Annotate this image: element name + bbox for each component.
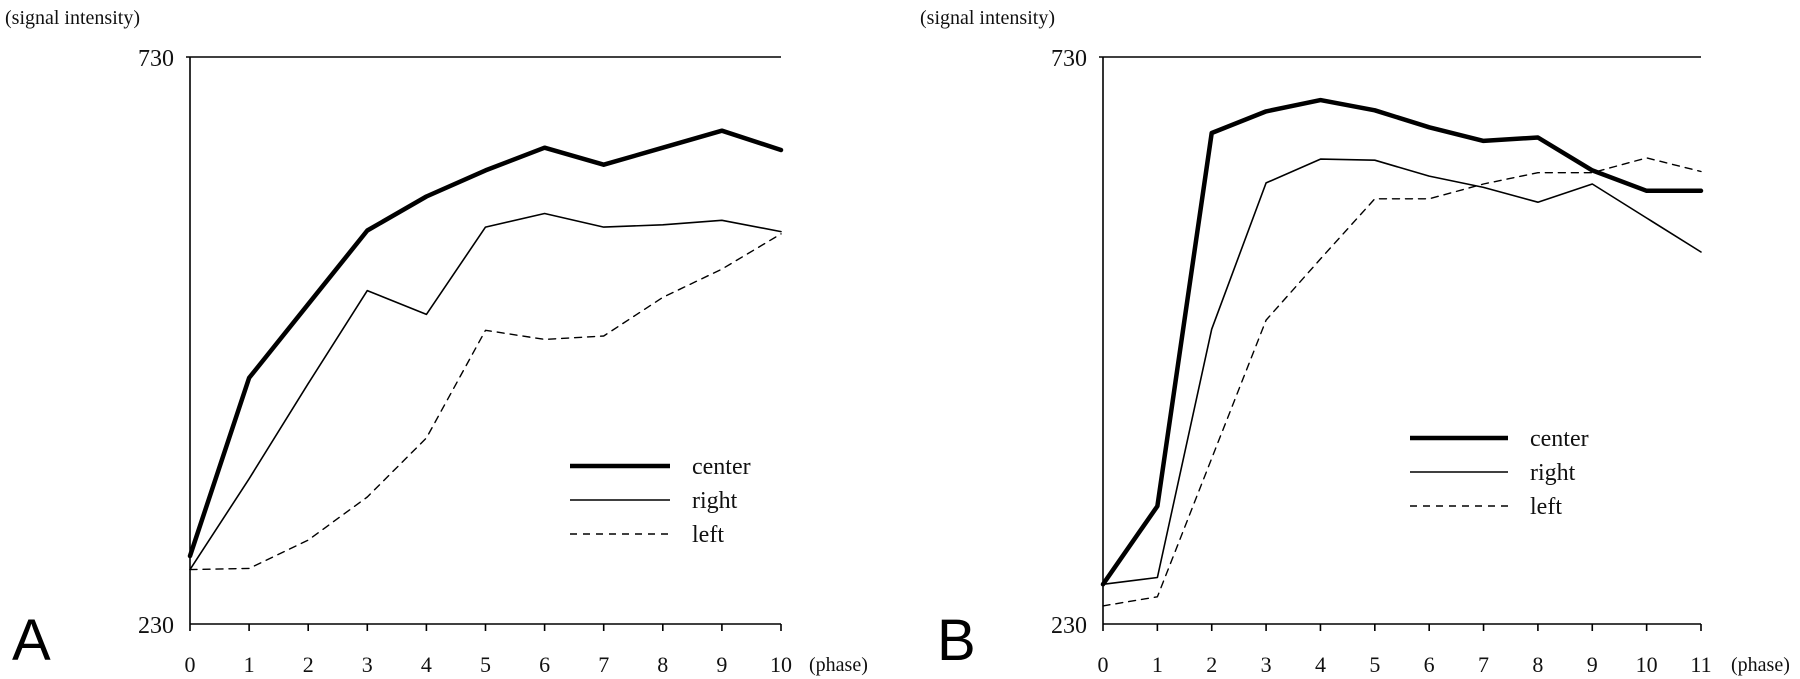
- x-tick-label: 11: [1690, 652, 1711, 677]
- x-axis-label: (phase): [1731, 654, 1790, 676]
- y-tick-label-top: 730: [1051, 46, 1087, 72]
- x-tick-label: 8: [1532, 652, 1543, 677]
- series-line-left: [1102, 157, 1702, 607]
- series-line-left: [189, 233, 782, 571]
- series-line-center: [187, 128, 784, 559]
- y-tick-label-top: 730: [138, 46, 174, 72]
- x-tick-label: 3: [362, 652, 373, 677]
- x-tick-label: 8: [657, 652, 668, 677]
- chart-panel-a: 730 230 (signal intensity) 0 1 2 3 4 5 6 7 8 9 10 (pha…: [5, 7, 868, 677]
- x-tick-label: 10: [770, 652, 792, 677]
- x-tick-label: 6: [1424, 652, 1435, 677]
- x-tick-label: 7: [598, 652, 609, 677]
- legend-label-center: center: [1530, 426, 1589, 452]
- x-tick-label: 0: [1098, 652, 1109, 677]
- x-tick-label: 10: [1636, 652, 1658, 677]
- series-line-right: [189, 212, 782, 571]
- x-tick-label: 6: [539, 652, 550, 677]
- x-tick-label: 2: [303, 652, 314, 677]
- x-tick-label: 4: [421, 652, 432, 677]
- panel-letter: B: [937, 608, 976, 673]
- series-line-center: [1100, 97, 1704, 587]
- x-tick-label: 4: [1315, 652, 1326, 677]
- x-axis-label: (phase): [809, 654, 868, 676]
- x-tick-label: 0: [185, 652, 196, 677]
- y-tick-label-bottom: 230: [1051, 613, 1087, 639]
- x-tick-label: 9: [716, 652, 727, 677]
- panel-letter: A: [12, 608, 51, 673]
- x-tick-label: 5: [480, 652, 491, 677]
- chart-panel-b: 730 230 (signal intensity) 0 1 2 3 4 5 6 7 8 9 10 11 (p…: [920, 7, 1790, 677]
- legend-label-left: left: [692, 522, 724, 548]
- x-tick-label: 3: [1261, 652, 1272, 677]
- x-tick-label: 1: [1152, 652, 1163, 677]
- x-tick-label: 5: [1369, 652, 1380, 677]
- legend-label-center: center: [692, 454, 751, 480]
- x-tick-label: 2: [1206, 652, 1217, 677]
- y-axis-label: (signal intensity): [5, 7, 140, 29]
- x-tick-label: 1: [244, 652, 255, 677]
- legend-label-right: right: [692, 488, 738, 514]
- x-tick-label: 7: [1478, 652, 1489, 677]
- series-line-right: [1102, 158, 1702, 586]
- y-axis-label: (signal intensity): [920, 7, 1055, 29]
- y-tick-label-bottom: 230: [138, 613, 174, 639]
- legend-label-left: left: [1530, 494, 1562, 520]
- x-tick-label: 9: [1587, 652, 1598, 677]
- legend-label-right: right: [1530, 460, 1576, 486]
